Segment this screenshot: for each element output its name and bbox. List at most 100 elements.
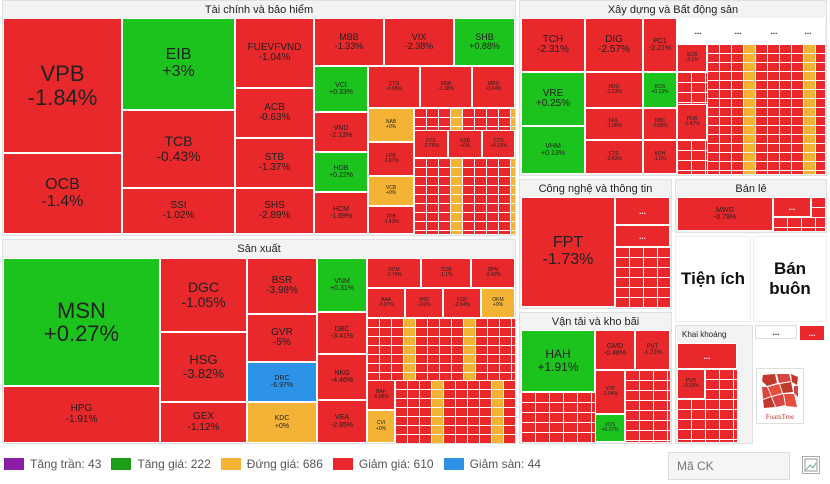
more-realestate-1[interactable]: ...	[677, 18, 719, 44]
tile-tch[interactable]: TCH -2.31%	[521, 18, 585, 72]
tile-vcb[interactable]: VCB +0%	[368, 176, 414, 206]
tile-shs[interactable]: SHS -2.89%	[235, 188, 314, 234]
tile-vtp[interactable]: VTP -3.04%	[595, 370, 625, 414]
tile-vhc[interactable]: VHC -2.6%	[405, 288, 443, 318]
tile-mbs[interactable]: MBS -0.64%	[472, 66, 515, 108]
legend-ceiling[interactable]: Tăng trần: 43	[4, 457, 101, 471]
tile-eib[interactable]: EIB +3%	[122, 18, 235, 110]
tile-nab[interactable]: NAB +0%	[368, 108, 414, 142]
legend: Tăng trần: 43 Tăng giá: 222 Đứng giá: 68…	[0, 448, 541, 480]
sector-utilities[interactable]: Tiện ích	[675, 236, 751, 322]
tile-csv[interactable]: CSV -2.64%	[443, 288, 481, 318]
tile-dcm[interactable]: DCM -2.74%	[367, 258, 421, 288]
tile-gex[interactable]: GEX -1.12%	[160, 402, 247, 443]
tile-tcb[interactable]: TCB -0.43%	[122, 110, 235, 188]
sector-title-realestate: Xây dựng và Bất động sản	[607, 4, 739, 16]
tile-kdc[interactable]: KDC +0%	[247, 402, 317, 443]
tile-vhm[interactable]: VHM +0.13%	[521, 126, 585, 174]
tile-scr[interactable]: SCR -2.1%	[677, 44, 707, 72]
tile-vnd[interactable]: VND -2.13%	[314, 112, 368, 152]
tile-vre[interactable]: VRE +0.25%	[521, 72, 585, 126]
more-tech-2[interactable]: ...	[615, 225, 670, 247]
more-realestate-3[interactable]: ...	[757, 18, 791, 44]
tile-fts[interactable]: FTS -2.75%	[414, 130, 448, 158]
more-other-2[interactable]: ...	[799, 325, 825, 341]
tile-hah[interactable]: HAH +1.91%	[521, 330, 595, 392]
tile-pvd[interactable]: PVD -3.19%	[677, 369, 705, 399]
tile-hsg[interactable]: HSG -3.82%	[160, 332, 247, 402]
tile-kbc[interactable]: KBC -0.85%	[643, 108, 677, 140]
tile-vos[interactable]: VOS +0.27%	[595, 414, 625, 442]
tile-drc[interactable]: DRC -6.97%	[247, 362, 317, 402]
legend-up[interactable]: Tăng giá: 222	[111, 457, 211, 471]
tile-lpb[interactable]: LPB -1.87%	[368, 142, 414, 176]
realestate-small-tiles	[707, 44, 825, 174]
tile-ocb[interactable]: OCB -1.4%	[3, 153, 122, 234]
tile-ssb[interactable]: SSB +0%	[448, 130, 482, 158]
tile-pvt[interactable]: PVT -1.72%	[635, 330, 670, 370]
tile-vci[interactable]: VCI +0.33%	[314, 66, 368, 112]
more-tech-1[interactable]: ...	[615, 197, 670, 225]
tile-nvl[interactable]: NVL -1.36%	[585, 108, 643, 140]
tile-dpm[interactable]: DPM -2.43%	[471, 258, 515, 288]
tile-tpb[interactable]: TPB -1.43%	[368, 206, 414, 234]
more-realestate-4[interactable]: ...	[791, 18, 825, 44]
more-other-1[interactable]: ...	[755, 325, 797, 339]
tile-mbb[interactable]: MBB -1.33%	[314, 18, 384, 66]
tile-mwg[interactable]: MWG -0.79%	[677, 197, 773, 231]
sector-title-mining: Khai khoáng	[682, 330, 727, 339]
tile-fuevfvnd[interactable]: FUEVFVND -1.04%	[235, 18, 314, 88]
tile-msn[interactable]: MSN +0.27%	[3, 258, 160, 386]
search-button[interactable]	[802, 456, 820, 474]
tile-hdb[interactable]: HDB +0.22%	[314, 152, 368, 192]
tile-shb[interactable]: SHB +0.88%	[454, 18, 515, 66]
tile-nkg[interactable]: NKG -4.46%	[317, 354, 367, 400]
tile-pdr[interactable]: PDR -2.47%	[677, 104, 707, 140]
tile-dbc[interactable]: DBC -3.41%	[317, 312, 367, 354]
tile-vnm[interactable]: VNM +0.31%	[317, 258, 367, 312]
tile-gvr[interactable]: GVR -5%	[247, 314, 317, 362]
tile-vea[interactable]: VEA -2.85%	[317, 400, 367, 443]
legend-floor[interactable]: Giảm sàn: 44	[443, 457, 541, 471]
tile-dgc[interactable]: DGC -1.05%	[160, 258, 247, 332]
tile-baf[interactable]: BAF -6.88%	[367, 380, 395, 410]
tile-ssi[interactable]: SSI -1.02%	[122, 188, 235, 234]
stock-code-search-input[interactable]	[668, 452, 790, 480]
sector-title-production: Sản xuất	[237, 243, 281, 255]
tile-kdh[interactable]: KDH -1.5%	[643, 140, 677, 174]
tile-kos[interactable]: KOS +0.13%	[643, 72, 677, 108]
tile-hpg[interactable]: HPG -1.91%	[3, 386, 160, 443]
sector-title-finance: Tài chính và bảo hiểm	[204, 4, 314, 16]
tile-vix[interactable]: VIX -2.38%	[384, 18, 454, 66]
tile-hdg[interactable]: HDG -1.23%	[585, 72, 643, 108]
more-retail-1[interactable]: ...	[773, 197, 811, 217]
tile-fpt[interactable]: FPT -1.73%	[521, 197, 615, 307]
legend-down[interactable]: Giảm giá: 610	[332, 457, 434, 471]
finance-small-tiles-2	[414, 158, 515, 234]
tile-ctg[interactable]: CTG -0.96%	[368, 66, 420, 108]
tile-vpb[interactable]: VPB -1.84%	[3, 18, 122, 153]
tile-cts[interactable]: CTS +0.13%	[482, 130, 515, 158]
retail-small-tiles-2	[811, 197, 825, 217]
tile-pc1[interactable]: PC1 -2.21%	[643, 18, 677, 72]
tile-ctd[interactable]: CTD -3.63%	[585, 140, 643, 174]
more-mining-1[interactable]: ...	[677, 343, 737, 369]
tile-hcm[interactable]: HCM -1.69%	[314, 192, 368, 234]
sector-title-retail: Bán lẻ	[735, 183, 767, 195]
tile-bsr[interactable]: BSR -3.98%	[247, 258, 317, 314]
sector-wholesale[interactable]: Bán buôn	[753, 236, 827, 322]
tile-cvi[interactable]: CVI +0%	[367, 410, 395, 443]
foamtree-icon	[761, 373, 799, 409]
legend-flat[interactable]: Đứng giá: 686	[220, 457, 323, 471]
tile-gmd[interactable]: GMD -0.48%	[595, 330, 635, 370]
legend-swatch-ceiling	[4, 458, 24, 470]
tile-aaa[interactable]: AAA -3.07%	[367, 288, 405, 318]
more-realestate-2[interactable]: ...	[719, 18, 757, 44]
foamtree-logo[interactable]: FoamTree	[756, 368, 804, 424]
tile-okm[interactable]: OKM +0%	[481, 288, 515, 318]
tile-stb[interactable]: STB -1.37%	[235, 138, 314, 188]
tile-tcm[interactable]: TCM -1.1%	[421, 258, 471, 288]
tile-dig[interactable]: DIG -2.57%	[585, 18, 643, 72]
tile-msb[interactable]: MSB -1.38%	[420, 66, 472, 108]
tile-acb[interactable]: ACB -0.63%	[235, 88, 314, 138]
